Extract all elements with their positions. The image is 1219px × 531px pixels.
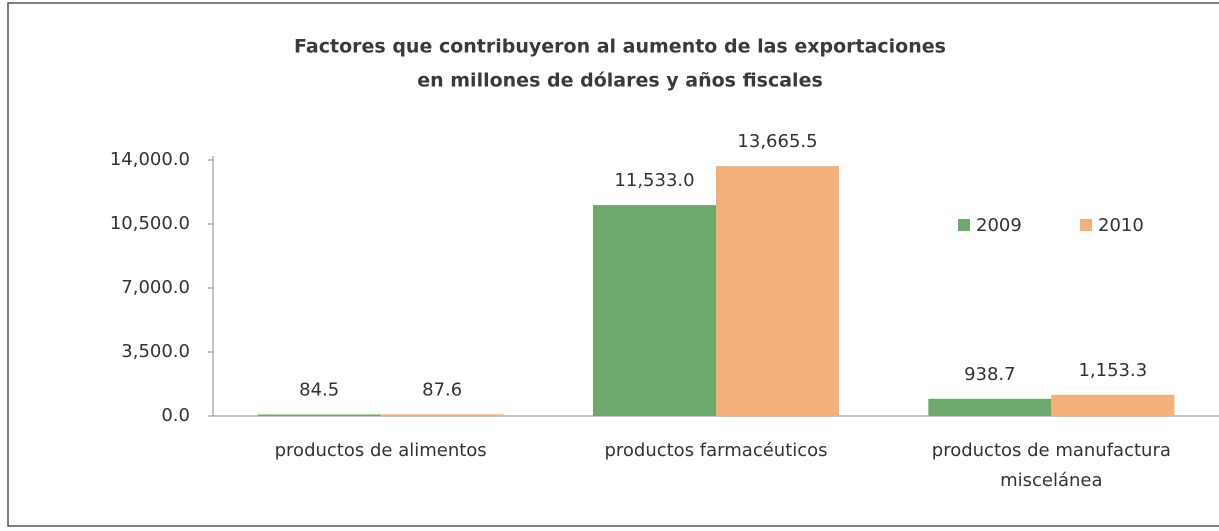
- data-label: 1,153.3: [1078, 360, 1147, 381]
- data-label: 84.5: [299, 379, 339, 400]
- data-label: 87.6: [422, 379, 462, 400]
- bar: [716, 166, 839, 416]
- data-label: 11,533.0: [614, 170, 694, 191]
- legend-swatch: [1080, 219, 1092, 231]
- y-tick-label: 14,000.0: [110, 149, 190, 170]
- chart-title: Factores que contribuyeron al aumento de…: [294, 36, 946, 58]
- x-tick-label: productos de manufactura miscelánea: [931, 440, 1171, 491]
- chart-frame: [7, 2, 1219, 527]
- y-tick-label: 10,500.0: [110, 213, 190, 234]
- chart-title: en millones de dólares y años fiscales: [417, 70, 823, 92]
- data-label: 938.7: [964, 364, 1016, 385]
- bar: [1051, 394, 1175, 416]
- bar: [380, 414, 504, 416]
- legend-swatch: [958, 219, 970, 231]
- data-label: 13,665.5: [737, 131, 817, 152]
- y-tick-label: 7,000.0: [121, 277, 190, 298]
- legend-label: 2009: [976, 215, 1022, 236]
- bar: [928, 398, 1052, 416]
- x-tick-label: productos de alimentos: [274, 440, 487, 461]
- bar: [593, 205, 716, 416]
- y-tick-label: 0.0: [161, 405, 190, 426]
- x-tick-label: productos farmacéuticos: [604, 440, 828, 461]
- y-tick-label: 3,500.0: [121, 341, 190, 362]
- bar: [257, 414, 381, 416]
- legend-label: 2010: [1098, 215, 1144, 236]
